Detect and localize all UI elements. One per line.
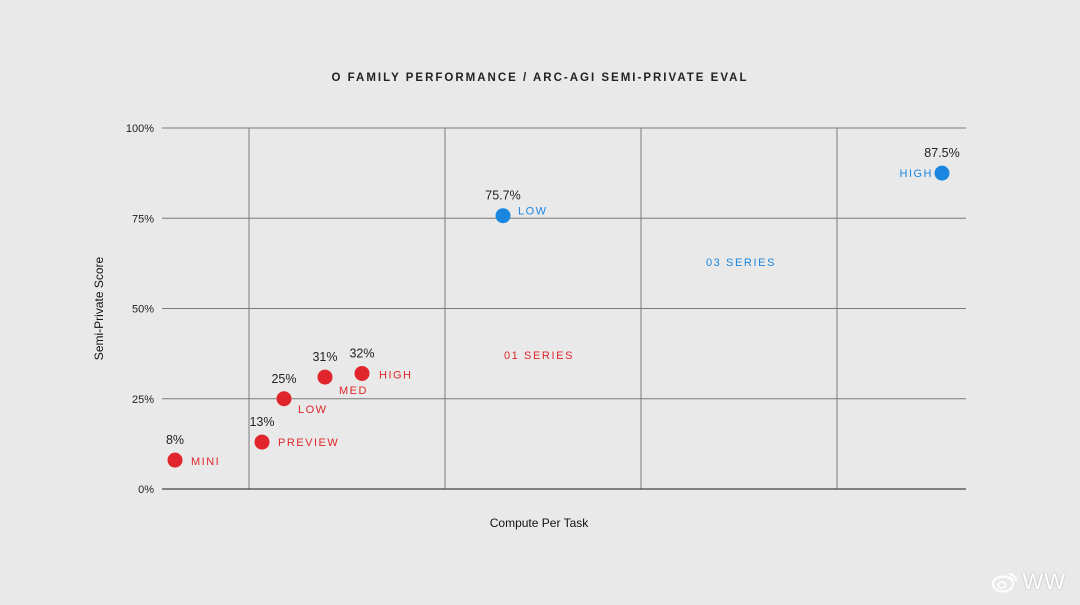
data-value-label: 13% — [249, 415, 274, 429]
series-annotation: 01 SERIES — [504, 350, 574, 362]
y-tick-label: 100% — [126, 123, 154, 135]
data-point-label: MINI — [191, 456, 220, 468]
data-value-label: 8% — [166, 433, 184, 447]
data-value-label: 32% — [349, 346, 374, 360]
data-point-label: PREVIEW — [278, 437, 339, 449]
data-point — [276, 391, 292, 407]
x-axis-label: Compute Per Task — [490, 516, 589, 530]
series-annotation: 03 SERIES — [706, 257, 776, 269]
data-point-label: LOW — [298, 404, 328, 416]
data-value-label: 25% — [271, 372, 296, 386]
chart-title: O FAMILY PERFORMANCE / ARC-AGI SEMI-PRIV… — [331, 72, 749, 84]
y-tick-label: 50% — [132, 304, 154, 316]
watermark-text: WW — [1022, 569, 1066, 594]
y-tick-label: 25% — [132, 394, 154, 406]
data-value-label: 31% — [312, 350, 337, 364]
y-tick-label: 75% — [132, 213, 154, 225]
data-point — [495, 208, 511, 224]
watermark: WW — [992, 569, 1066, 595]
data-point — [317, 369, 333, 385]
data-point — [254, 434, 270, 450]
data-point-label: MED — [339, 385, 368, 397]
y-tick-label: 0% — [138, 484, 154, 496]
weibo-logo-icon — [992, 573, 1018, 593]
data-point — [354, 365, 370, 381]
data-value-label: 75.7% — [485, 189, 520, 203]
data-point-label: LOW — [518, 206, 548, 218]
data-point — [167, 452, 183, 468]
data-point — [934, 165, 950, 181]
data-point-label: HIGH — [900, 168, 934, 180]
data-point-label: HIGH — [379, 369, 413, 381]
data-value-label: 87.5% — [924, 146, 959, 160]
y-axis-label: Semi-Private Score — [92, 256, 106, 360]
